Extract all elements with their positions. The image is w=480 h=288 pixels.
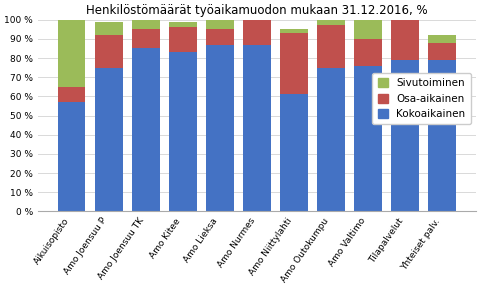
Bar: [58, 20, 85, 87]
Bar: [95, 35, 122, 68]
Bar: [58, 87, 85, 102]
Legend: Sivutoiminen, Osa-aikainen, Kokoaikainen: Sivutoiminen, Osa-aikainen, Kokoaikainen: [372, 73, 470, 124]
Bar: [354, 66, 382, 211]
Bar: [280, 33, 308, 94]
Bar: [354, 39, 382, 66]
Title: Henkilöstömäärät työaikamuodon mukaan 31.12.2016, %: Henkilöstömäärät työaikamuodon mukaan 31…: [86, 4, 428, 17]
Bar: [206, 45, 234, 211]
Bar: [428, 43, 456, 60]
Bar: [243, 45, 271, 211]
Bar: [132, 29, 159, 48]
Bar: [58, 102, 85, 211]
Bar: [243, 20, 271, 45]
Bar: [95, 22, 122, 35]
Bar: [280, 94, 308, 211]
Bar: [391, 20, 419, 60]
Bar: [354, 20, 382, 39]
Bar: [132, 20, 159, 29]
Bar: [317, 68, 345, 211]
Bar: [206, 29, 234, 45]
Bar: [95, 68, 122, 211]
Bar: [317, 20, 345, 25]
Bar: [428, 35, 456, 43]
Bar: [206, 20, 234, 29]
Bar: [169, 27, 197, 52]
Bar: [169, 52, 197, 211]
Bar: [280, 29, 308, 33]
Bar: [169, 22, 197, 27]
Bar: [391, 60, 419, 211]
Bar: [428, 60, 456, 211]
Bar: [317, 25, 345, 68]
Bar: [132, 48, 159, 211]
